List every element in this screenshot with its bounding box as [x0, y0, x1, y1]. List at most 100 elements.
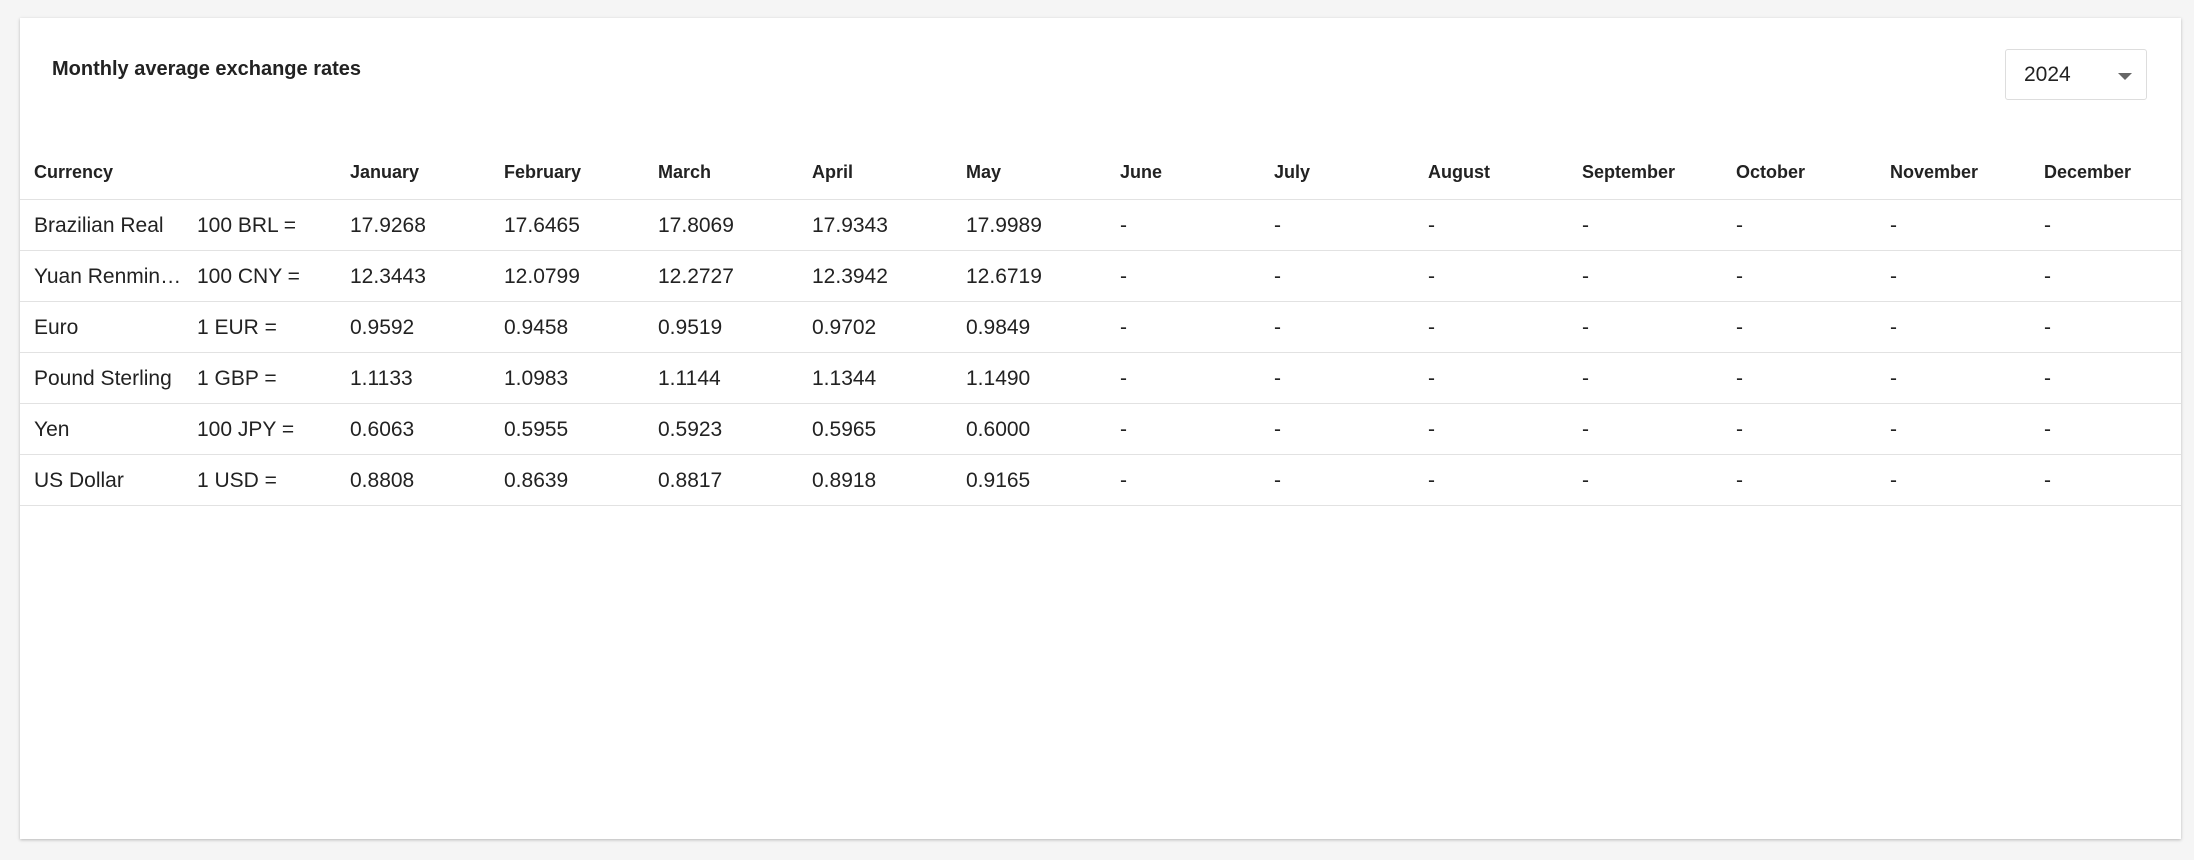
currency-name: US Dollar	[34, 469, 124, 492]
rate-cell: 0.8918	[812, 469, 877, 492]
header-row: Currency January February March April May June…	[20, 133, 2181, 200]
currency-name: Euro	[34, 316, 79, 339]
rate-cell: -	[1890, 469, 1897, 492]
rate-cell: -	[1274, 214, 1281, 237]
rate-cell: -	[2044, 418, 2051, 441]
rate-cell: -	[2044, 367, 2051, 390]
header-cell: October	[1736, 162, 1806, 182]
header-cell: April	[812, 162, 854, 182]
currency-unit: 100 BRL =	[197, 214, 297, 237]
header-cell: March	[658, 162, 712, 182]
rate-cell: -	[1274, 418, 1281, 441]
table-row: Euro 1 EUR = 0.9592 0.9458 0.9519 0.9702 0.984…	[20, 302, 2181, 353]
header-cell: June	[1120, 162, 1163, 182]
rate-cell: 0.9702	[812, 316, 877, 339]
rate-cell: -	[1428, 265, 1435, 288]
rate-cell: -	[1582, 367, 1589, 390]
rate-cell: -	[1428, 214, 1435, 237]
rate-cell: 0.8817	[658, 469, 723, 492]
header-cell: December	[2044, 162, 2132, 182]
rate-cell: 0.5923	[658, 418, 723, 441]
rate-cell: 12.0799	[504, 265, 580, 288]
table-row: US Dollar 1 USD = 0.8808 0.8639 0.8817 0.8918…	[20, 455, 2181, 506]
rate-cell: -	[1120, 265, 1127, 288]
rate-cell: -	[1428, 418, 1435, 441]
rate-cell: -	[1274, 367, 1281, 390]
rate-cell: -	[1428, 469, 1435, 492]
year-value: 2024	[2024, 63, 2071, 86]
currency-unit: 100 CNY =	[197, 265, 300, 288]
header-cell: November	[1890, 162, 1979, 182]
rate-cell: -	[1736, 367, 1743, 390]
rate-cell: -	[1582, 418, 1589, 441]
rate-cell: -	[1120, 316, 1127, 339]
rate-cell: 1.1490	[966, 367, 1031, 390]
rate-cell: 0.5965	[812, 418, 877, 441]
rate-cell: 0.6000	[966, 418, 1031, 441]
rate-cell: 17.9989	[966, 214, 1042, 237]
rate-cell: -	[1274, 265, 1281, 288]
rate-cell: 0.9849	[966, 316, 1031, 339]
rate-cell: 12.2727	[658, 265, 734, 288]
year-select[interactable]: 2024	[2005, 49, 2147, 100]
rate-cell: 1.1144	[658, 367, 721, 390]
table-row: Pound Sterling 1 GBP = 1.1133 1.0983 1.1144 1…	[20, 353, 2181, 404]
rate-cell: -	[2044, 265, 2051, 288]
caret	[2118, 73, 2132, 80]
rate-cell: -	[1120, 367, 1127, 390]
header-cell: August	[1428, 162, 1490, 182]
rate-cell: 17.9268	[350, 214, 426, 237]
rate-cell: -	[1582, 214, 1589, 237]
rate-cell: 0.9165	[966, 469, 1031, 492]
table-row: Yuan Renmin… 100 CNY = 12.3443 12.0799 12.27…	[20, 251, 2181, 302]
rate-cell: -	[1120, 469, 1127, 492]
rate-cell: 0.8639	[504, 469, 569, 492]
rate-cell: -	[1428, 367, 1435, 390]
rate-cell: -	[2044, 316, 2051, 339]
rate-cell: -	[1582, 469, 1589, 492]
rate-cell: 1.1344	[812, 367, 877, 390]
currency-unit: 1 USD =	[197, 469, 277, 492]
rate-cell: -	[1736, 214, 1743, 237]
rate-cell: -	[1890, 418, 1897, 441]
rate-cell: 0.5955	[504, 418, 569, 441]
rate-cell: -	[1890, 367, 1897, 390]
rate-cell: 12.3443	[350, 265, 426, 288]
currency-name: Pound Sterling	[34, 367, 172, 390]
rate-cell: 0.8808	[350, 469, 415, 492]
table-row: Brazilian Real 100 BRL = 17.9268 17.6465 17.…	[20, 200, 2181, 251]
rate-cell: 12.6719	[966, 265, 1042, 288]
header-cell: July	[1274, 162, 1311, 182]
rate-cell: -	[1736, 469, 1743, 492]
rate-cell: 0.6063	[350, 418, 415, 441]
rate-cell: -	[2044, 214, 2051, 237]
rate-cell: -	[1890, 265, 1897, 288]
currency-name: Yen	[34, 418, 70, 441]
rate-cell: 17.6465	[504, 214, 580, 237]
rate-cell: -	[1120, 214, 1127, 237]
rate-cell: -	[1736, 418, 1743, 441]
rate-cell: 12.3942	[812, 265, 888, 288]
rate-cell: 0.9519	[658, 316, 723, 339]
rate-cell: -	[1428, 316, 1435, 339]
rate-cell: -	[1736, 316, 1743, 339]
rate-cell: -	[1582, 316, 1589, 339]
currency-name: Brazilian Real	[34, 214, 164, 237]
rate-cell: 0.9592	[350, 316, 415, 339]
currency-unit: 1 GBP =	[197, 367, 277, 390]
currency-unit: 100 JPY =	[197, 418, 295, 441]
table-row: Yen 100 JPY = 0.6063 0.5955 0.5923 0.5965 0.60…	[20, 404, 2181, 455]
rate-cell: 17.8069	[658, 214, 734, 237]
rate-cell: -	[1890, 316, 1897, 339]
rate-cell: -	[1736, 265, 1743, 288]
rate-cell: 1.1133	[350, 367, 413, 390]
currency-name: Yuan Renmin…	[34, 265, 182, 288]
header-cell: Currency	[34, 162, 114, 182]
header-cell: January	[350, 162, 420, 182]
rate-cell: -	[2044, 469, 2051, 492]
rate-cell: 17.9343	[812, 214, 888, 237]
rate-cell: 1.0983	[504, 367, 569, 390]
header-cell: February	[504, 162, 582, 182]
currency-unit: 1 EUR =	[197, 316, 277, 339]
card-title: Monthly average exchange rates	[52, 58, 362, 80]
